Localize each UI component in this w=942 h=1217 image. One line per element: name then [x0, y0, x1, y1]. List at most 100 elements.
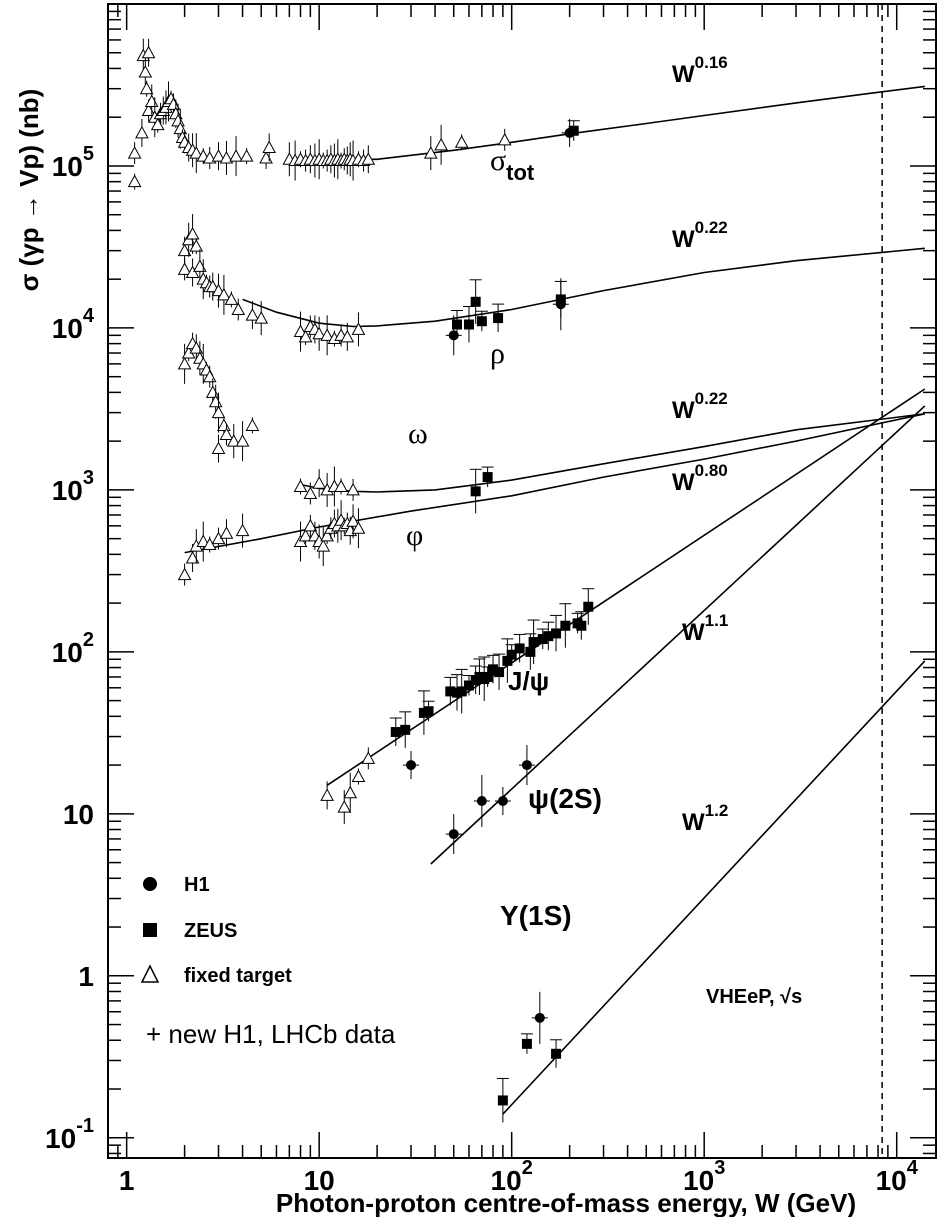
zeus-point [551, 628, 562, 639]
fixed-target-point [211, 405, 226, 419]
fixed-target-point [235, 434, 250, 447]
curve-name-sigma_tot: σtot [490, 144, 535, 185]
legend-label: H1 [184, 874, 210, 896]
fixed-target-point [239, 149, 254, 162]
fixed-target-point [185, 550, 200, 564]
fixed-target-point [346, 482, 360, 496]
curve-upsilon [502, 660, 926, 1115]
fixed-target-point [497, 132, 512, 146]
fixed-target-point [262, 140, 277, 154]
fixed-target-point [229, 149, 243, 162]
fixed-target-point [138, 65, 153, 78]
power-label-psi2s: W1.1 [682, 611, 728, 646]
x-axis-label: Photon-proton centre-of-mass energy, W (… [276, 1188, 856, 1217]
x-tick-label: 104 [876, 1157, 919, 1196]
fixed-target-point [127, 174, 142, 188]
curve-sigma_tot [319, 85, 925, 161]
curve-phi [184, 413, 925, 554]
fixed-target-point [303, 486, 318, 500]
fixed-target-point [177, 262, 192, 275]
y-tick-label: 105 [52, 143, 94, 182]
zeus-point [493, 313, 504, 324]
power-label-sigma_tot: W0.16 [672, 53, 728, 88]
zeus-point [482, 472, 493, 483]
fixed-target-point [185, 226, 200, 240]
zeus-point [463, 680, 474, 691]
curve-name-omega: ω [408, 417, 428, 450]
curve-name-rho: ρ [490, 337, 505, 370]
h1-point [448, 330, 459, 341]
legend-h1-marker [143, 877, 157, 891]
zeus-point [543, 631, 554, 642]
zeus-point [476, 316, 487, 327]
y-tick-label: 102 [52, 629, 94, 668]
fixed-target-point [211, 441, 226, 455]
tick-layer: 1 10 102 103 104 10-1 1 10 102 103 104 105 [45, 3, 936, 1196]
zeus-point [537, 634, 548, 645]
frame-layer [107, 3, 937, 1159]
fixed-target-point [351, 769, 366, 783]
fixed-target-point [320, 528, 334, 542]
fixed-target-point [185, 265, 200, 278]
fixed-target-point [189, 239, 204, 252]
label-layer: Photon-proton centre-of-mass energy, W (… [14, 53, 856, 1217]
y-tick-label: 104 [52, 305, 95, 344]
power-label-rho: W0.22 [672, 218, 728, 253]
fixed-target-point [259, 150, 273, 164]
zeus-point [521, 1038, 532, 1049]
zeus-point [494, 667, 505, 678]
zeus-point [423, 706, 434, 717]
fixed-target-point [312, 476, 327, 489]
y-tick-label: 1 [78, 961, 94, 992]
h1-point [497, 796, 508, 807]
zeus-point [560, 620, 571, 631]
fixed-target-point [303, 518, 318, 532]
curve-rho [242, 247, 925, 328]
power-label-phi: W0.80 [672, 461, 728, 496]
fixed-target-point [189, 341, 204, 354]
legend-fixed-target-marker [140, 964, 160, 983]
fixed-target-point [434, 137, 448, 151]
fixed-target-point [245, 418, 260, 431]
y-tick-label: 10-1 [45, 1115, 94, 1154]
zeus-point [445, 686, 456, 697]
fixed-target-point [316, 539, 331, 552]
zeus-point [551, 1048, 562, 1059]
fixed-target-point [343, 785, 358, 799]
fixed-target-point [219, 150, 234, 164]
fixed-target-point [217, 287, 231, 301]
fixed-target-point [298, 528, 313, 542]
fixed-target-point [454, 135, 469, 148]
zeus-point [583, 601, 594, 612]
x-tick-label: 103 [683, 1157, 725, 1196]
curve-layer [184, 4, 926, 1158]
fixed-target-point [127, 146, 142, 159]
fixed-target-point [219, 526, 234, 539]
legend-label: fixed target [184, 965, 292, 987]
curve-omega [300, 413, 925, 493]
fixed-target-point [361, 751, 376, 764]
y-tick-label: 103 [52, 467, 94, 506]
zeus-point [470, 296, 481, 307]
fixed-target-point [334, 479, 348, 492]
vheep-label: VHEeP, √s [706, 986, 802, 1008]
zeus-point [506, 649, 517, 660]
zeus-point [390, 727, 401, 738]
annotation-new-data: + new H1, LHCb data [146, 1019, 396, 1049]
h1-point [534, 1012, 545, 1023]
zeus-point [514, 643, 525, 654]
fixed-target-point [177, 243, 192, 257]
fixed-target-point [139, 81, 154, 95]
h1-point [406, 760, 417, 771]
curve-name-upsilon: Υ(1S) [500, 900, 572, 931]
zeus-point [482, 671, 493, 682]
y-axis-label: σ (γp → Vp) (nb) [14, 89, 44, 292]
h1-point [521, 760, 532, 771]
zeus-point [400, 724, 411, 735]
fixed-target-point [231, 302, 246, 315]
legend-zeus-marker [143, 923, 157, 937]
x-tick-label: 10 [304, 1165, 335, 1196]
fixed-target-point [193, 259, 207, 272]
zeus-point [497, 1095, 508, 1106]
